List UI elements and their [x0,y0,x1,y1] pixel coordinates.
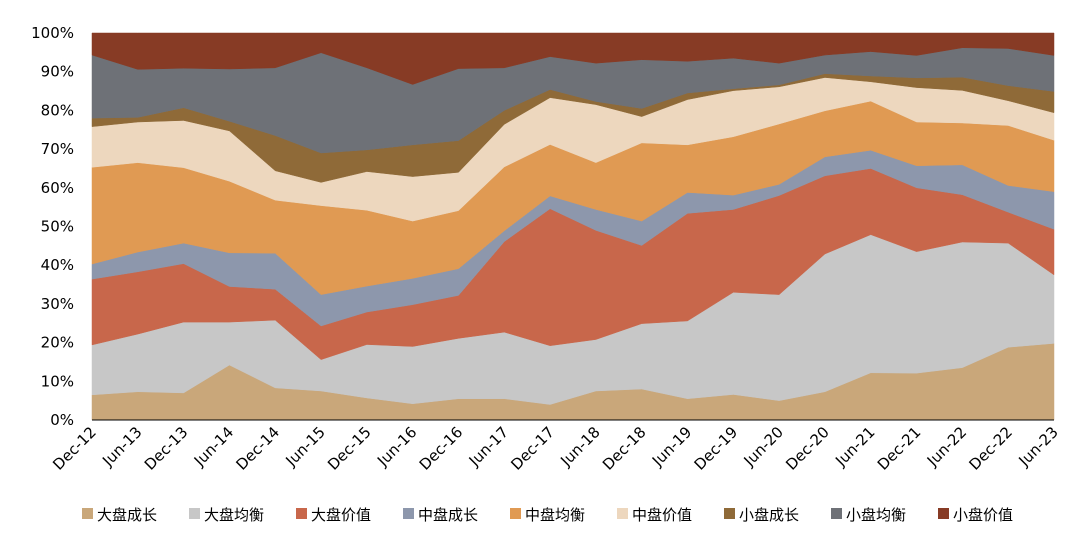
legend-swatch [403,508,414,519]
y-tick-label: 20% [41,334,74,352]
x-tick-label: Jun-20 [740,423,787,470]
legend-label: 大盘价值 [311,506,371,524]
x-tick-label: Dec-18 [599,423,650,474]
x-tick-label: Jun-15 [282,423,329,470]
legend-label: 中盘成长 [418,506,478,524]
legend-swatch [938,508,949,519]
legend-swatch [831,508,842,519]
x-tick-label: Jun-19 [648,423,695,470]
x-tick-label: Jun-23 [1014,423,1061,470]
legend-swatch [617,508,628,519]
x-tick-label: Jun-17 [465,423,512,470]
y-tick-label: 0% [50,411,74,429]
x-tick-label: Jun-21 [831,423,878,470]
y-tick-label: 70% [41,140,74,158]
legend-swatch [296,508,307,519]
x-tick-label: Jun-18 [556,423,603,470]
y-tick-label: 60% [41,179,74,197]
x-tick-label: Jun-13 [98,423,145,470]
legend-swatch [189,508,200,519]
x-tick-label: Dec-13 [141,423,192,474]
x-tick-label: Dec-12 [49,423,100,474]
x-tick-label: Dec-17 [507,423,558,474]
x-tick-label: Dec-14 [232,423,283,474]
legend: 大盘成长 大盘均衡 大盘价值 中盘成长 中盘均衡 中盘价值 小盘成长 小盘均衡 小盘价值 [82,506,1013,524]
y-tick-label: 100% [31,24,74,42]
x-tick-label: Dec-22 [965,423,1016,474]
area-layers [91,32,1055,421]
x-tick-label: Dec-19 [691,423,742,474]
y-tick-label: 40% [41,256,74,274]
x-tick-label: Dec-16 [416,423,467,474]
legend-swatch [510,508,521,519]
y-tick-label: 30% [41,295,74,313]
legend-label: 中盘均衡 [525,506,585,524]
x-tick-label: Dec-20 [782,423,833,474]
legend-swatch [724,508,735,519]
y-tick-label: 80% [41,101,74,119]
legend-label: 小盘均衡 [846,506,906,524]
legend-label: 小盘价值 [953,506,1013,524]
x-tick-label: Dec-15 [324,423,375,474]
x-tick-label: Jun-22 [923,423,970,470]
y-tick-label: 10% [41,372,74,390]
x-tick-label: Jun-14 [190,423,237,470]
y-tick-label: 90% [41,63,74,81]
y-tick-labels: 0% 10% 20% 30% 40% 50% 60% 70% 80% 90% 100% [31,24,74,429]
legend-swatch [82,508,93,519]
area-series-9 [91,32,1055,85]
legend-label: 中盘价值 [632,506,692,524]
x-tick-label: Jun-16 [373,423,420,470]
x-tick-label: Dec-21 [874,423,925,474]
legend-label: 小盘成长 [739,506,799,524]
legend-label: 大盘成长 [97,506,157,524]
y-tick-label: 50% [41,218,74,236]
legend-label: 大盘均衡 [204,506,264,524]
